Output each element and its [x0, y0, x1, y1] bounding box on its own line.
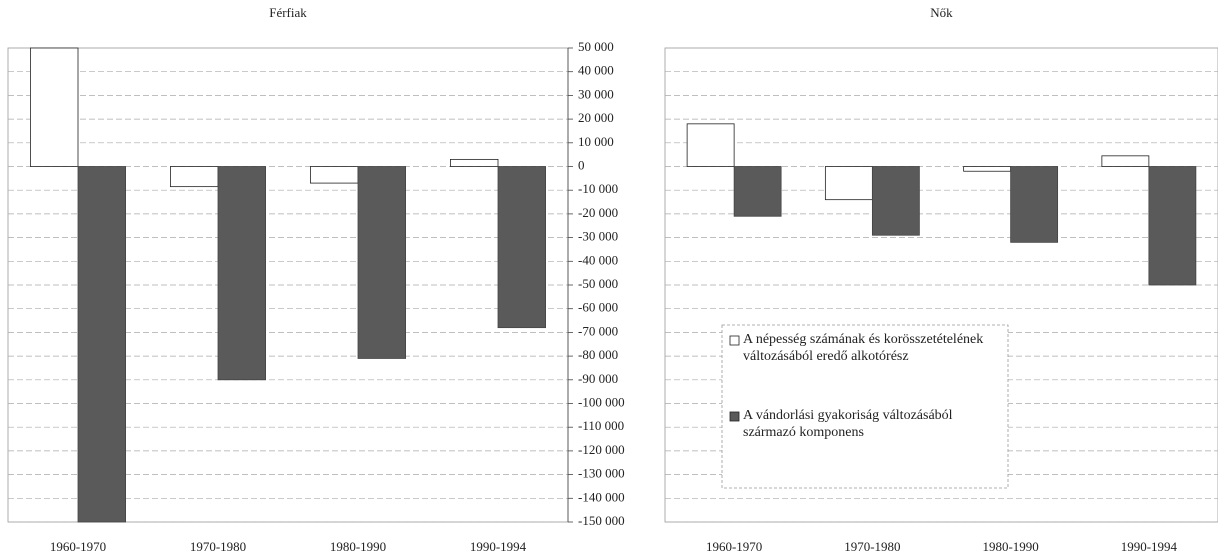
- bar: [449, 158, 499, 167]
- y-tick-label: -50 000: [578, 276, 618, 291]
- y-tick-label: -150 000: [578, 513, 625, 528]
- y-tick-label: -120 000: [578, 442, 625, 457]
- bar: [824, 166, 873, 201]
- x-tick-label: 1970-1980: [844, 539, 900, 554]
- x-tick-label: 1990-1994: [1121, 539, 1178, 554]
- y-tick-label: -90 000: [578, 371, 618, 386]
- legend-entry: A vándorlási gyakoriság változásából szá…: [743, 408, 953, 440]
- x-tick-label: 1970-1980: [190, 539, 246, 554]
- bar: [1148, 166, 1197, 286]
- legend-swatch: [729, 411, 740, 422]
- bar: [309, 166, 359, 184]
- legend-label: A népesség számának és korösszetételének…: [743, 332, 984, 364]
- x-tick-label: 1980-1990: [330, 539, 386, 554]
- bar: [357, 166, 406, 359]
- y-tick-label: 30 000: [578, 86, 614, 101]
- y-tick-label: 50 000: [578, 39, 614, 54]
- y-tick-label: -110 000: [578, 418, 624, 433]
- y-tick-label: -60 000: [578, 300, 618, 315]
- bar: [686, 123, 735, 167]
- bar: [169, 166, 219, 188]
- y-tick-label: -10 000: [578, 181, 618, 196]
- y-tick-label: -40 000: [578, 252, 618, 267]
- y-tick-label: -30 000: [578, 229, 618, 244]
- legend-box: [721, 324, 1009, 489]
- legend-entry: A népesség számának és korösszetételének…: [743, 332, 984, 364]
- x-tick-label: 1990-1994: [470, 539, 527, 554]
- x-tick-label: 1960-1970: [706, 539, 762, 554]
- chart-title: Férfiak: [269, 5, 307, 20]
- bar: [871, 166, 920, 236]
- y-tick-label: 0: [578, 157, 585, 172]
- y-tick-label: -100 000: [578, 394, 625, 409]
- y-tick-label: 20 000: [578, 110, 614, 125]
- bar: [77, 166, 126, 523]
- bar: [217, 166, 266, 381]
- bar: [733, 166, 782, 217]
- y-tick-label: -80 000: [578, 347, 618, 362]
- y-tick-label: -20 000: [578, 205, 618, 220]
- y-tick-label: -140 000: [578, 489, 625, 504]
- y-tick-label: 10 000: [578, 134, 614, 149]
- bar: [963, 166, 1012, 172]
- y-tick-label: 40 000: [578, 63, 614, 78]
- bar: [497, 166, 546, 329]
- legend: A népesség számának és korösszetételének…: [721, 324, 1009, 489]
- y-tick-label: -70 000: [578, 323, 618, 338]
- y-tick-label: -130 000: [578, 466, 625, 481]
- bar: [1101, 155, 1150, 167]
- legend-label: A vándorlási gyakoriság változásából szá…: [743, 408, 953, 440]
- x-tick-label: 1960-1970: [50, 539, 106, 554]
- bar: [29, 47, 79, 167]
- bar: [1010, 166, 1059, 243]
- legend-swatch: [729, 335, 740, 346]
- chart-title: Nők: [930, 5, 953, 20]
- x-tick-label: 1980-1990: [982, 539, 1038, 554]
